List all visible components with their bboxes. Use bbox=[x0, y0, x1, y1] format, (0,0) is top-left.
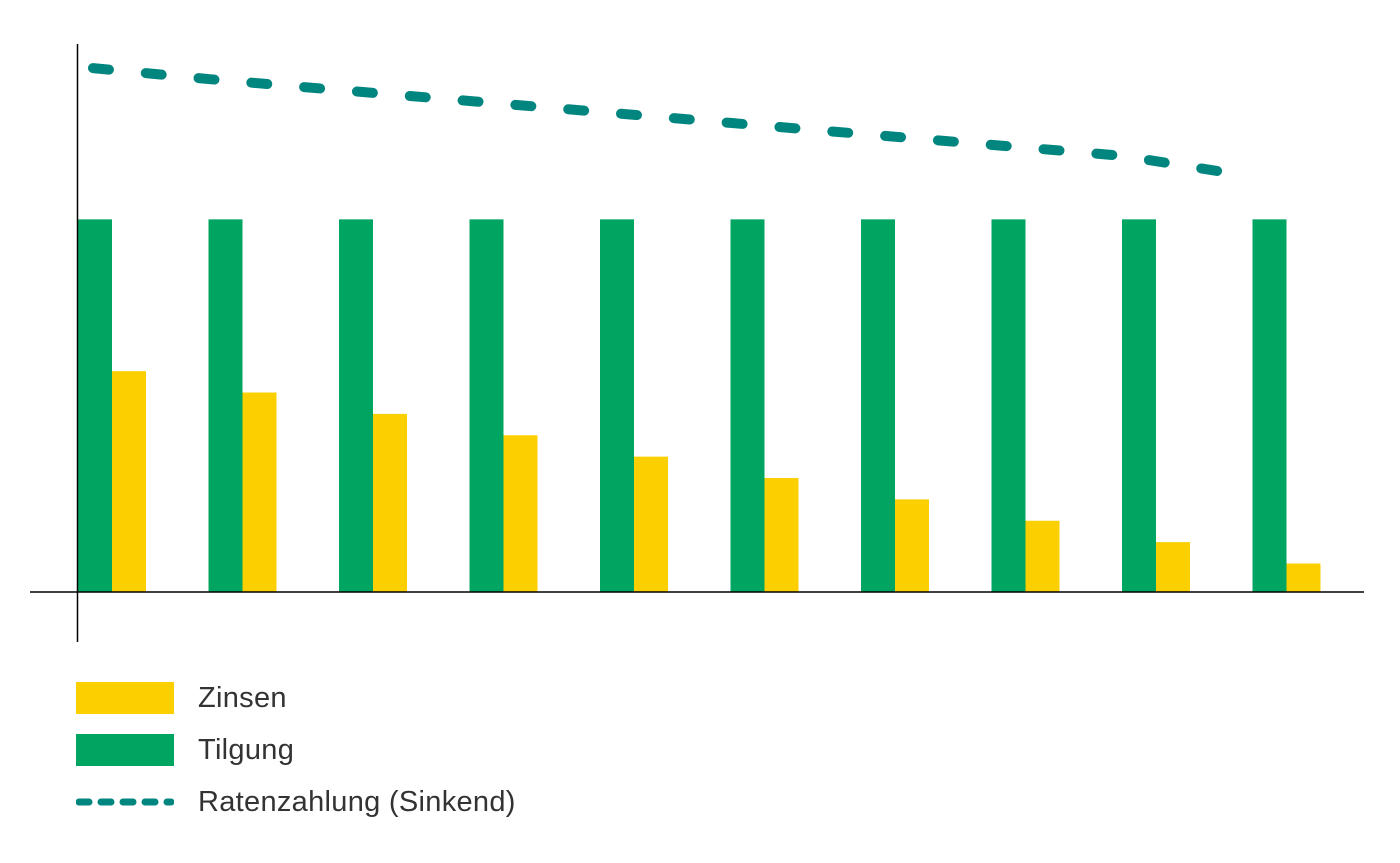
legend-item-zinsen: Zinsen bbox=[76, 672, 516, 724]
legend-item-rate: Ratenzahlung (Sinkend) bbox=[76, 776, 516, 828]
bar-tilgung-7 bbox=[861, 219, 895, 593]
legend-item-tilgung: Tilgung bbox=[76, 724, 516, 776]
bar-zinsen-4 bbox=[503, 435, 538, 592]
bar-tilgung-8 bbox=[991, 219, 1026, 593]
legend-swatch-zinsen bbox=[76, 682, 174, 714]
bar-zinsen-1 bbox=[112, 371, 146, 592]
bar-zinsen-9 bbox=[1156, 542, 1190, 592]
bar-zinsen-3 bbox=[373, 413, 407, 592]
legend: Zinsen Tilgung Ratenzahlung (Sinkend) bbox=[76, 672, 516, 828]
bars-group bbox=[78, 219, 1321, 593]
legend-swatch-tilgung bbox=[76, 734, 174, 766]
bar-zinsen-6 bbox=[764, 478, 799, 592]
legend-label-rate: Ratenzahlung (Sinkend) bbox=[198, 785, 516, 818]
rate-line bbox=[88, 63, 1244, 180]
bar-zinsen-7 bbox=[895, 499, 929, 592]
bar-zinsen-8 bbox=[1025, 520, 1060, 592]
legend-label-zinsen: Zinsen bbox=[198, 681, 287, 714]
bar-tilgung-3 bbox=[339, 219, 373, 593]
bar-tilgung-9 bbox=[1122, 219, 1156, 593]
bar-tilgung-1 bbox=[78, 219, 112, 593]
bar-zinsen-2 bbox=[242, 392, 277, 592]
bar-zinsen-10 bbox=[1286, 563, 1321, 592]
bar-tilgung-10 bbox=[1252, 219, 1287, 593]
bar-tilgung-4 bbox=[469, 219, 504, 593]
bar-tilgung-2 bbox=[208, 219, 243, 593]
bar-tilgung-6 bbox=[730, 219, 765, 593]
bar-tilgung-5 bbox=[600, 219, 634, 593]
legend-label-tilgung: Tilgung bbox=[198, 733, 295, 766]
bar-zinsen-5 bbox=[634, 456, 668, 592]
legend-swatch-rate bbox=[76, 786, 174, 818]
rate-line-group bbox=[88, 63, 1244, 180]
